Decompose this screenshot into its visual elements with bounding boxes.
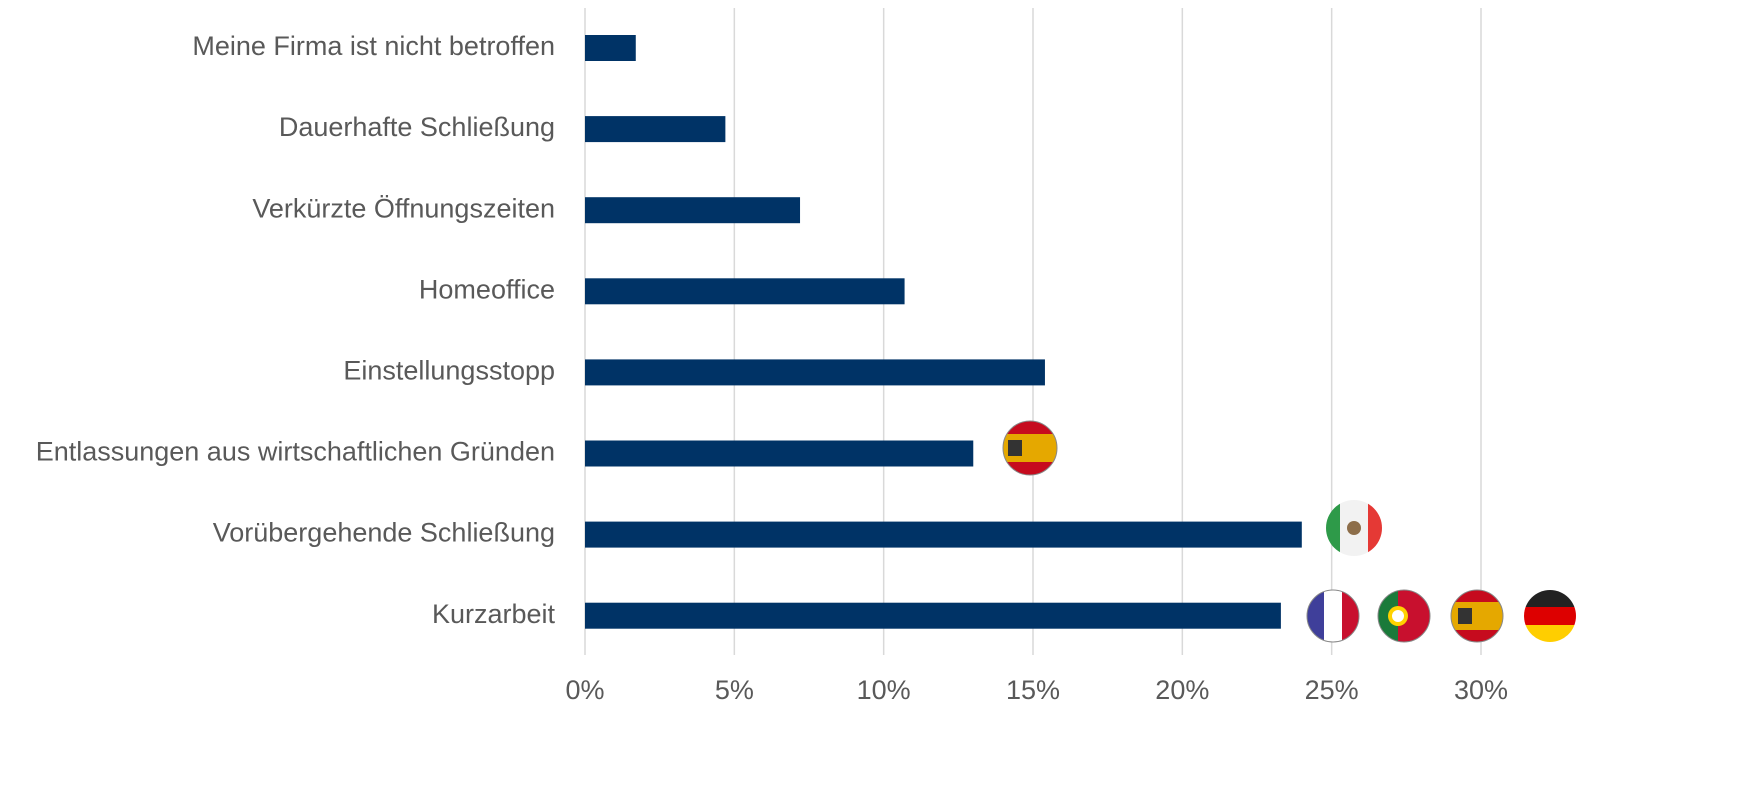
x-tick-label: 15% xyxy=(1006,675,1060,705)
bar xyxy=(585,116,726,143)
x-tick-label: 25% xyxy=(1305,675,1359,705)
y-tick-label: Vorübergehende Schließung xyxy=(213,518,555,548)
bar xyxy=(585,278,905,305)
x-tick-label: 5% xyxy=(715,675,754,705)
x-tick-label: 10% xyxy=(857,675,911,705)
bars xyxy=(585,35,1302,629)
flag-mexico xyxy=(1326,500,1382,556)
x-tick-label: 20% xyxy=(1155,675,1209,705)
y-tick-label: Dauerhafte Schließung xyxy=(279,112,555,142)
bar xyxy=(585,35,636,61)
flags xyxy=(1002,420,1576,643)
bar xyxy=(585,440,974,467)
bar xyxy=(585,521,1302,548)
grid xyxy=(584,8,1482,655)
y-tick-label: Kurzarbeit xyxy=(432,599,556,629)
y-tick-label: Verkürzte Öffnungszeiten xyxy=(252,193,555,223)
y-tick-label: Meine Firma ist nicht betroffen xyxy=(192,31,555,61)
y-tick-label: Einstellungsstopp xyxy=(343,356,555,386)
flag-spain xyxy=(1451,590,1503,642)
bar xyxy=(585,359,1045,386)
y-tick-label: Homeoffice xyxy=(419,274,555,304)
bar xyxy=(585,602,1281,629)
bar xyxy=(585,197,801,224)
flag-france xyxy=(1307,590,1359,642)
x-tick-label: 30% xyxy=(1454,675,1508,705)
flag-spain xyxy=(1003,421,1057,475)
flag-germany xyxy=(1524,590,1576,642)
flag-portugal xyxy=(1378,590,1430,642)
y-tick-label: Entlassungen aus wirtschaftlichen Gründe… xyxy=(36,437,555,467)
x-tick-label: 0% xyxy=(565,675,604,705)
